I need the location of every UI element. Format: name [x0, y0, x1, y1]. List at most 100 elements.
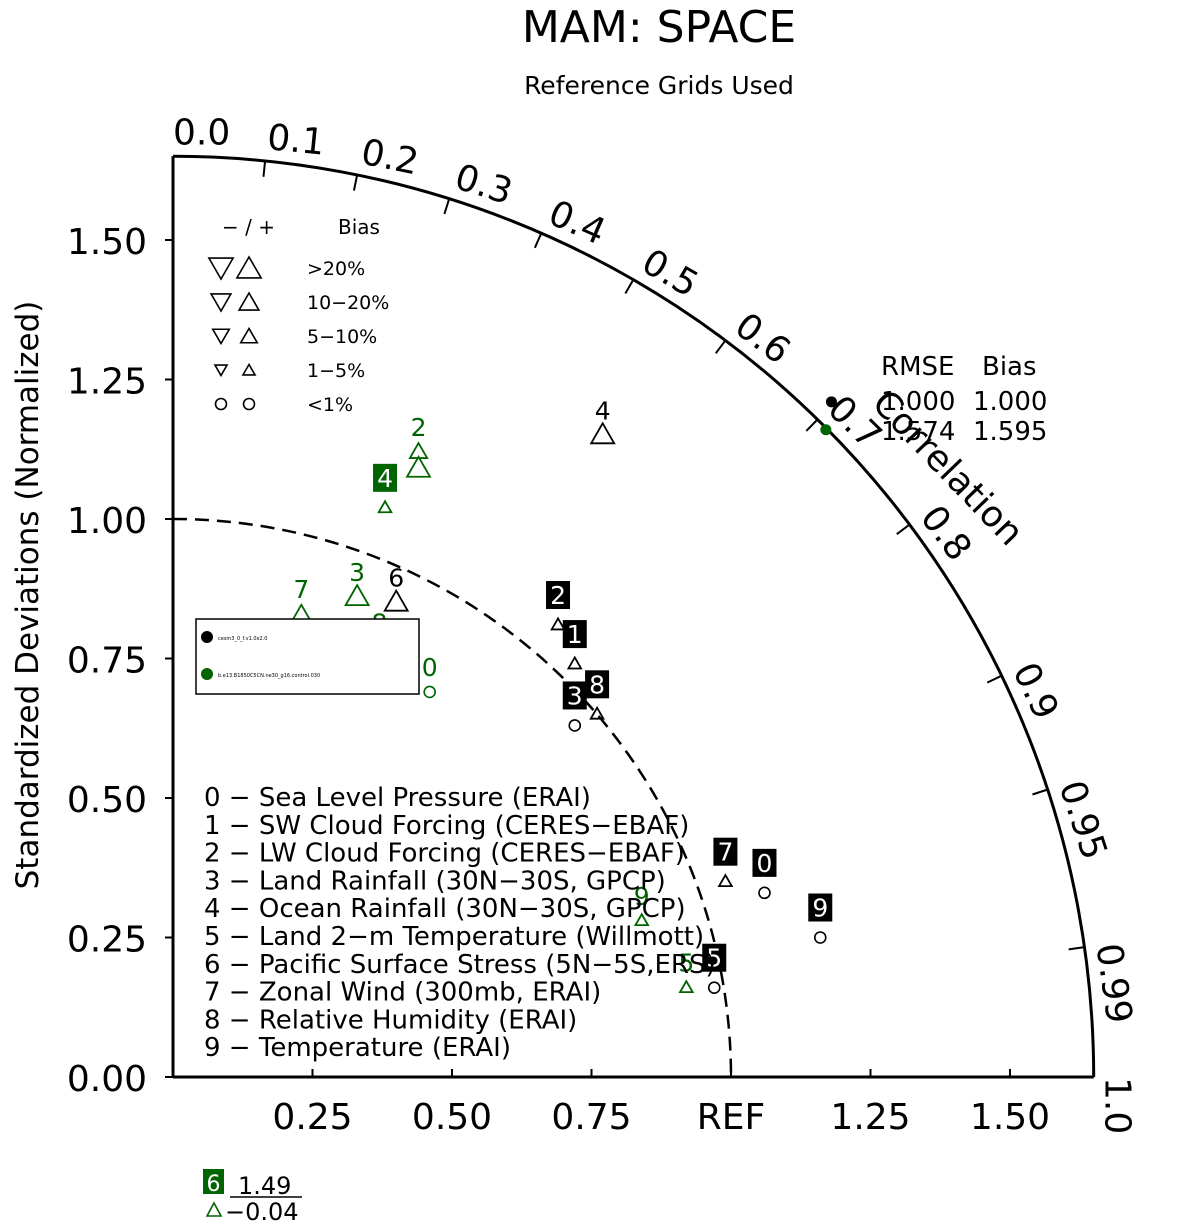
point-label-7: 7 [717, 838, 733, 867]
point-label-4: 4 [377, 464, 393, 493]
point-marker-5 [707, 981, 721, 995]
summary-bias-0: 1.000 [973, 387, 1047, 417]
bias-legend: − / + Bias >20% 10−20% 5−10% 1−5% <1% [207, 215, 389, 416]
bias-legend-row: 10−20% [209, 291, 389, 314]
x-tick-label: 0.25 [272, 1097, 352, 1138]
case-legend-box [195, 618, 420, 695]
point-label-7: 7 [293, 575, 309, 604]
data-points: 012345678902345789 [291, 396, 837, 995]
variable-item: 8 − Relative Humidity (ERAI) [204, 1005, 577, 1035]
point-label-3: 3 [349, 558, 365, 587]
variable-item: 2 − LW Cloud Forcing (CERES−EBAF) [204, 839, 685, 869]
x-tick-label: 1.50 [970, 1097, 1050, 1138]
y-tick-label: 0.00 [67, 1059, 147, 1100]
point-label-box-8 [585, 670, 610, 699]
point-label-0: 0 [422, 653, 438, 682]
point-marker-4 [589, 421, 616, 445]
point-label-box-4 [373, 463, 398, 492]
bias-legend-label: 1−5% [307, 360, 365, 382]
case-legend-marker-0 [201, 631, 213, 643]
summary-bias-1: 1.595 [973, 417, 1047, 447]
corr-tick [896, 523, 911, 535]
point-label-1: 1 [567, 620, 583, 649]
triangle-up-icon [237, 291, 261, 311]
axes: 0.000.250.500.751.001.251.500.25 0.50 0.75… [67, 154, 1096, 1138]
corr-tick-label: 0.5 [635, 242, 705, 306]
bias-legend-row: 1−5% [213, 360, 365, 382]
point-label-5: 5 [706, 944, 722, 973]
variable-item: 3 − Land Rainfall (30N−30S, GPCP) [204, 866, 666, 896]
corr-tick [533, 232, 543, 249]
offscale-id-box [203, 1169, 224, 1194]
y-tick-label: 0.25 [67, 920, 147, 961]
bias-legend-signs: − / + [222, 215, 275, 239]
corr-tick-label: 1.0 [1097, 1077, 1138, 1134]
triangle-up-icon [235, 255, 263, 279]
triangle-down-icon [211, 328, 231, 346]
variable-item: 4 − Ocean Rainfall (30N−30S, GPCP) [204, 894, 686, 924]
circle-icon [242, 397, 256, 411]
bias-legend-row: 5−10% [211, 326, 377, 348]
y-tick-label: 0.50 [67, 780, 147, 821]
point-label-8: 8 [589, 670, 605, 699]
variable-item: 6 − Pacific Surface Stress (5N−5S,ERS) [204, 950, 716, 980]
chart-subtitle: Reference Grids Used [524, 71, 794, 100]
corr-tick [443, 198, 451, 215]
point-label-9: 9 [634, 882, 650, 911]
variable-item: 5 − Land 2−m Temperature (Willmott) [204, 922, 704, 952]
ref-arc [172, 517, 733, 1078]
point-label-box-5 [702, 943, 727, 972]
bias-legend-label: <1% [307, 394, 353, 416]
point-marker-2 [550, 616, 566, 631]
y-tick-label: 1.25 [67, 362, 147, 403]
point-marker-7 [291, 603, 312, 621]
x-tick-label: 0.75 [551, 1097, 631, 1138]
bias-legend-row: >20% [207, 255, 365, 281]
circle-icon [214, 397, 228, 411]
point-label-box-3 [562, 681, 587, 710]
case-legend-label-1: b.e13.B1850C5CN.ne30_g16.control.030 [218, 673, 320, 679]
corr-tick [1032, 788, 1048, 796]
bias-legend-label: 10−20% [307, 292, 389, 314]
point-label-box-0 [752, 848, 777, 877]
point-label-0: 0 [757, 849, 773, 878]
variable-item: 9 − Temperature (ERAI) [204, 1033, 511, 1063]
y-tick-label: 1.00 [67, 501, 147, 542]
point-label-box-1 [562, 620, 587, 649]
triangle-down-icon [207, 257, 235, 281]
point-label-6: 6 [388, 564, 404, 593]
point-marker-5 [678, 979, 695, 994]
corr-tick-label: 0.0 [173, 112, 230, 153]
point-label-5: 5 [678, 949, 694, 978]
x-tick-label: 1.25 [830, 1097, 910, 1138]
corr-tick-label: 0.6 [727, 305, 797, 372]
x-tick-label: 0.50 [412, 1097, 492, 1138]
point-label-4: 4 [595, 396, 611, 425]
corr-tick-label: 0.9 [1004, 657, 1066, 726]
x-tick-label: REF [697, 1097, 765, 1138]
offscale-id: 6 [207, 1172, 221, 1197]
point-marker-9 [813, 931, 827, 944]
triangle-up-icon [241, 362, 257, 376]
y-tick-label: 1.50 [67, 222, 147, 263]
bias-legend-title: Bias [338, 215, 380, 239]
point-marker-1 [566, 655, 583, 670]
corr-tick-label: 0.3 [450, 157, 517, 213]
triangle-down-icon [209, 293, 233, 313]
point-marker-8 [589, 705, 605, 720]
corr-tick-label: 0.1 [265, 117, 326, 163]
summary-rmse-0: 1.000 [881, 387, 955, 417]
y-axis-label: Standardized Deviations (Normalized) [10, 301, 46, 890]
series-1: 0 2 3 4 5 7 8 9 [291, 413, 832, 994]
point-label-9: 9 [812, 894, 828, 923]
triangle-down-icon [213, 364, 229, 378]
point-marker-9 [633, 912, 650, 927]
corr-tick-label: 0.4 [542, 193, 611, 253]
corr-tick-label: 0.99 [1087, 941, 1139, 1026]
triangle-up-icon [239, 326, 259, 344]
point-label-box-7 [713, 837, 738, 866]
offscale-value: 1.49 [238, 1172, 291, 1200]
bias-legend-label: 5−10% [307, 326, 377, 348]
